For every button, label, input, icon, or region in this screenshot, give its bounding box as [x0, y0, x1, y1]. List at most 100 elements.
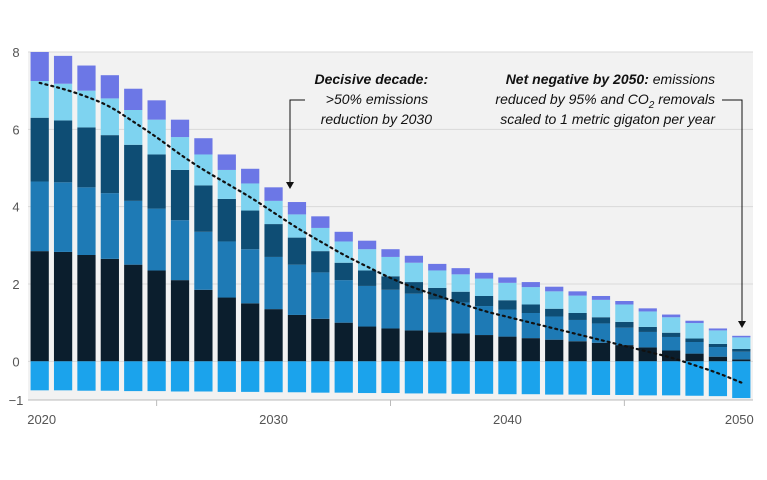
annotation-decisive-line1: >50% emissions — [326, 91, 428, 107]
bar-segment-2049-s4 — [708, 328, 728, 331]
bar-segment-2043-s2 — [568, 313, 587, 320]
bar-segment-2044-s4 — [591, 295, 611, 300]
bar-segment-2038-s4 — [451, 268, 470, 275]
removal-bars — [30, 361, 751, 399]
annotation-netneg-sub: 2 — [648, 100, 655, 111]
bar-segment-2036-s1 — [404, 293, 424, 331]
bar-segment-2042-s2 — [545, 308, 564, 317]
bar-segment-2045-s1 — [615, 327, 634, 346]
bar-segment-2049-s0 — [708, 356, 728, 362]
bar-segment-2046-s2 — [638, 326, 657, 332]
bar-segment-2048-s3 — [685, 323, 704, 339]
bar-segment-2034-s4 — [357, 240, 377, 250]
bar-segment-2022-s1 — [77, 187, 96, 255]
bar-segment-2038-s2 — [451, 291, 470, 303]
annotation-netneg-line2b: removals — [654, 91, 715, 107]
bar-segment-2030-s2 — [264, 224, 283, 257]
annotation-net-negative: Net negative by 2050: emissions reduced … — [495, 71, 746, 328]
bar-segment-2034-s1 — [357, 285, 377, 327]
annotation-decisive-arrowhead — [286, 182, 294, 189]
y-axis-ticks: 8 6 4 2 0 −1 — [9, 45, 24, 408]
bar-segment-2030-s1 — [264, 256, 283, 310]
annotation-netneg-connector — [722, 99, 743, 321]
bar-segment-2032-s4 — [311, 216, 330, 228]
bar-segment-2045-s4 — [615, 301, 634, 305]
bar-segment-2050-s3 — [732, 337, 751, 349]
removal-bar-2035 — [381, 361, 400, 394]
x-tick-label: 2030 — [259, 412, 288, 427]
bar-segment-2021-s4 — [53, 55, 73, 84]
bar-segment-2036-s3 — [404, 262, 424, 283]
bar-segment-2050-s1 — [732, 351, 751, 360]
bar-segment-2045-s2 — [615, 321, 634, 328]
removal-bar-2046 — [638, 361, 657, 396]
bar-segment-2034-s0 — [357, 326, 377, 362]
removal-bar-2036 — [404, 361, 424, 394]
removal-bar-2030 — [264, 361, 283, 393]
bar-segment-2043-s4 — [568, 291, 587, 296]
y-tick-label: 4 — [12, 200, 19, 215]
removal-bar-2032 — [311, 361, 330, 393]
bar-segment-2022-s2 — [77, 127, 96, 188]
bar-segment-2028-s1 — [217, 241, 236, 298]
bar-segment-2021-s2 — [53, 120, 73, 183]
bar-segment-2035-s1 — [381, 289, 400, 329]
bar-segment-2032-s3 — [311, 227, 330, 252]
bar-segment-2042-s3 — [545, 291, 564, 309]
bar-segment-2026-s2 — [170, 169, 190, 221]
bar-segment-2029-s0 — [241, 303, 260, 362]
removal-bar-2038 — [451, 361, 470, 394]
bar-segment-2037-s4 — [428, 263, 447, 271]
bar-segment-2024-s4 — [124, 88, 143, 110]
bar-segment-2021-s0 — [53, 251, 73, 362]
bar-segment-2047-s4 — [662, 314, 681, 318]
removal-bar-2049 — [708, 361, 728, 397]
bar-segment-2040-s4 — [498, 277, 517, 283]
bar-segment-2050-s0 — [732, 359, 751, 362]
bar-segment-2021-s3 — [53, 83, 73, 121]
annotation-decisive-bold: Decisive decade: — [314, 71, 428, 87]
bar-segment-2047-s1 — [662, 336, 681, 351]
bar-segment-2023-s0 — [100, 258, 119, 362]
removal-bar-2021 — [53, 361, 73, 391]
bar-segment-2025-s4 — [147, 100, 166, 120]
bar-segment-2038-s0 — [451, 333, 470, 362]
bar-segment-2042-s0 — [545, 339, 564, 362]
stacked-bars — [30, 52, 751, 362]
bar-segment-2028-s2 — [217, 198, 236, 242]
bar-segment-2038-s1 — [451, 302, 470, 334]
bar-segment-2027-s2 — [194, 185, 213, 232]
svg-text:Decisive decade: >50% em: Decisive decade: >50% emissions reductio… — [314, 71, 432, 127]
bar-segment-2030-s4 — [264, 187, 283, 201]
trend-line — [38, 81, 743, 384]
bar-segment-2031-s3 — [287, 214, 307, 238]
bar-segment-2047-s3 — [662, 317, 681, 333]
svg-text:Net negative by 2050: emission: Net negative by 2050: emissions — [506, 71, 715, 87]
bar-segment-2023-s3 — [100, 98, 119, 136]
bar-segment-2040-s1 — [498, 309, 517, 337]
removal-bar-2034 — [357, 361, 377, 394]
bar-segment-2039-s3 — [474, 278, 494, 296]
y-tick-label: 8 — [12, 45, 19, 60]
bar-segment-2031-s2 — [287, 237, 307, 265]
removal-bar-2020 — [30, 361, 49, 391]
bar-segment-2037-s1 — [428, 299, 447, 333]
bar-segment-2023-s2 — [100, 135, 119, 194]
bar-segment-2020-s4 — [30, 52, 49, 81]
removal-bar-2031 — [287, 361, 307, 393]
bar-segment-2040-s2 — [498, 300, 517, 310]
bar-segment-2037-s2 — [428, 287, 447, 300]
bar-segment-2049-s2 — [708, 343, 728, 348]
annotation-decisive-decade: Decisive decade: >50% emissions reductio… — [286, 71, 432, 189]
y-tick-label: 6 — [12, 122, 19, 137]
bar-segment-2039-s0 — [474, 335, 494, 362]
bar-segment-2039-s1 — [474, 306, 494, 336]
bar-segment-2026-s4 — [170, 119, 190, 138]
bar-segment-2025-s3 — [147, 119, 166, 155]
bar-segment-2020-s2 — [30, 117, 49, 182]
removal-bar-2047 — [662, 361, 681, 396]
y-tick-label: −1 — [9, 393, 24, 408]
annotation-decisive-connector — [289, 99, 305, 182]
removal-bar-2033 — [334, 361, 353, 393]
